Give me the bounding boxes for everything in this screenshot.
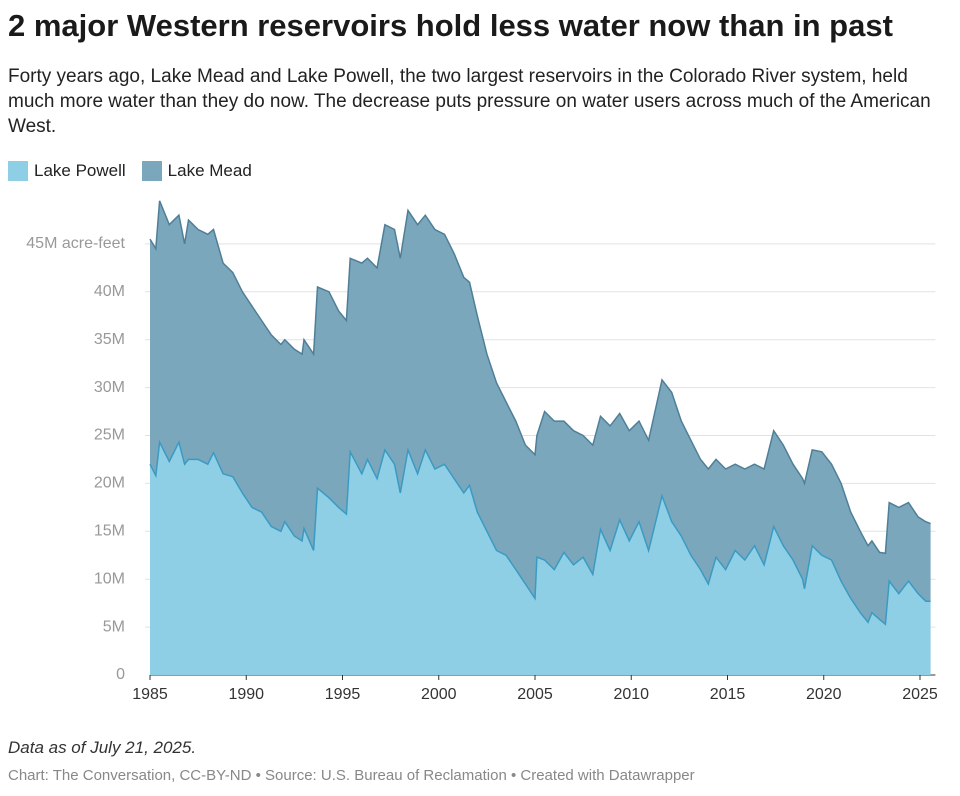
y-tick-label: 35M — [94, 331, 125, 348]
x-tick-label: 2025 — [902, 686, 938, 703]
x-tick-label: 1990 — [228, 686, 264, 703]
x-tick-label: 2015 — [710, 686, 746, 703]
legend: Lake Powell Lake Mead — [8, 161, 252, 181]
y-tick-label: 20M — [94, 475, 125, 492]
area — [150, 200, 931, 625]
note: Data as of July 21, 2025. — [8, 738, 197, 757]
legend-label: Lake Mead — [167, 161, 252, 180]
y-tick-label: 5M — [103, 618, 125, 635]
x-tick-label: 1985 — [132, 686, 168, 703]
footer: Chart: The Conversation, CC-BY-ND • Sour… — [8, 767, 695, 784]
legend-item: Lake Mead — [141, 161, 252, 181]
x-tick-label: 2020 — [806, 686, 842, 703]
legend-swatch — [8, 161, 28, 181]
area-line — [149, 439, 931, 626]
area-line — [149, 200, 931, 555]
y-tick-label: 15M — [94, 523, 125, 540]
y-tick-label: 25M — [94, 427, 125, 444]
y-tick-label: 0 — [116, 666, 125, 683]
x-tick-label: 2005 — [517, 686, 553, 703]
y-tick-label: 30M — [94, 379, 125, 396]
y-tick-label: 45M acre-feet — [26, 235, 125, 252]
legend-swatch — [141, 161, 162, 181]
chart-title: 2 major Western reservoirs hold less wat… — [8, 8, 893, 43]
x-tick-label: 2010 — [613, 686, 649, 703]
y-tick-label: 10M — [94, 570, 125, 587]
y-tick-label: 40M — [94, 283, 125, 300]
legend-label: Lake Powell — [34, 161, 126, 180]
chart-subtitle: Forty years ago, Lake Mead and Lake Powe… — [8, 66, 931, 137]
legend-item: Lake Powell — [8, 161, 126, 181]
x-tick-label: 2000 — [421, 686, 457, 703]
x-tick-label: 1995 — [325, 686, 361, 703]
